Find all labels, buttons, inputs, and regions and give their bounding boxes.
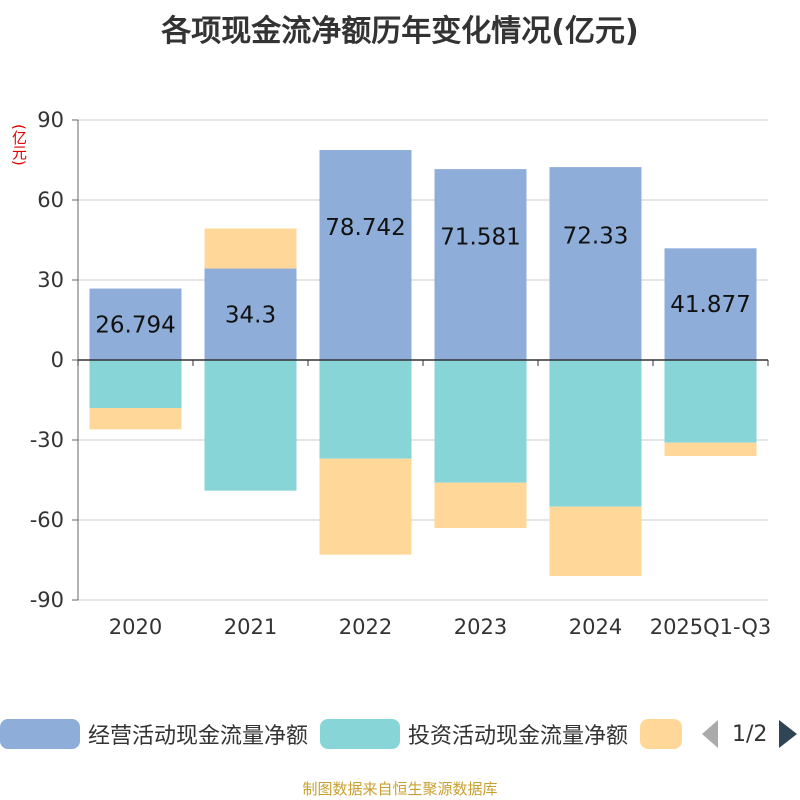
x-tick-label: 2024 <box>569 615 622 639</box>
bar-2020-series-2 <box>89 408 182 430</box>
bars <box>89 150 757 576</box>
legend-page-indicator: 1/2 <box>732 721 768 747</box>
legend-item-third[interactable] <box>640 716 682 752</box>
bar-value-label: 72.33 <box>563 224 629 250</box>
cash-flow-bar-chart: 90 60 30 0 -30 -60 -90 2020 2021 2022 2023 2024 2025… <box>30 108 772 639</box>
bar-value-label: 34.3 <box>225 302 276 328</box>
legend-swatch-investing <box>320 719 400 749</box>
y-axis-unit-label: (亿元) <box>10 124 28 166</box>
bar-2022-series-2 <box>319 458 412 555</box>
legend-pager: 1/2 <box>700 716 800 752</box>
legend-swatch-operating <box>0 719 80 749</box>
bar-value-label: 78.742 <box>325 215 405 241</box>
y-tick-label: 30 <box>37 268 64 292</box>
legend-label-operating: 经营活动现金流量净额 <box>88 724 309 749</box>
axes: 90 60 30 0 -30 -60 -90 2020 2021 2022 2023 2024 2025… <box>30 108 772 639</box>
bar-2022-series-0 <box>319 150 412 360</box>
legend-item-operating[interactable]: 经营活动现金流量净额 <box>0 716 308 752</box>
y-tick-label: -30 <box>30 428 64 452</box>
legend-item-investing[interactable]: 投资活动现金流量净额 <box>320 716 628 752</box>
x-tick-label: 2020 <box>109 615 162 639</box>
bar-2021-series-0 <box>204 268 297 360</box>
x-tick-label: 2021 <box>224 615 277 639</box>
x-tick-label: 2022 <box>339 615 392 639</box>
bar-2020-series-0 <box>89 288 182 360</box>
legend-label-investing: 投资活动现金流量净额 <box>408 724 629 749</box>
bar-value-label: 41.877 <box>670 292 750 318</box>
x-tick-label: 2025Q1-Q3 <box>650 615 772 639</box>
legend-prev-arrow-icon[interactable] <box>702 720 718 748</box>
bar-2025Q1-Q3-series-2 <box>664 442 757 456</box>
bar-2025Q1-Q3-series-0 <box>664 248 757 360</box>
bar-2023-series-0 <box>434 169 527 360</box>
y-tick-label: 60 <box>37 188 64 212</box>
y-tick-label: 0 <box>51 348 64 372</box>
bar-2023-series-1 <box>434 360 527 483</box>
bar-2021-series-2 <box>204 228 297 269</box>
bar-labels: 26.794 34.3 78.742 71.581 72.33 41.877 <box>95 215 750 338</box>
y-tick-label: 90 <box>37 108 64 132</box>
legend-next-arrow-icon[interactable] <box>779 720 798 748</box>
bar-2022-series-1 <box>319 360 412 459</box>
x-tick-label: 2023 <box>454 615 507 639</box>
y-tick-label: -90 <box>30 588 64 612</box>
chart-title: 各项现金流净额历年变化情况(亿元) <box>161 14 639 49</box>
bar-value-label: 26.794 <box>95 312 175 338</box>
source-note: 制图数据来自恒生聚源数据库 <box>302 780 498 798</box>
bar-2024-series-1 <box>549 360 642 507</box>
bar-value-label: 71.581 <box>440 225 520 251</box>
bar-2025Q1-Q3-series-1 <box>664 360 757 443</box>
bar-2024-series-0 <box>549 167 642 360</box>
bar-2024-series-2 <box>549 506 642 576</box>
y-tick-label: -60 <box>30 508 64 532</box>
legend-swatch-third <box>640 719 682 749</box>
bar-2021-series-1 <box>204 360 297 491</box>
legend: 经营活动现金流量净额 投资活动现金流量净额 1/2 <box>0 716 800 756</box>
bar-2023-series-2 <box>434 482 527 528</box>
bar-2020-series-1 <box>89 360 182 408</box>
